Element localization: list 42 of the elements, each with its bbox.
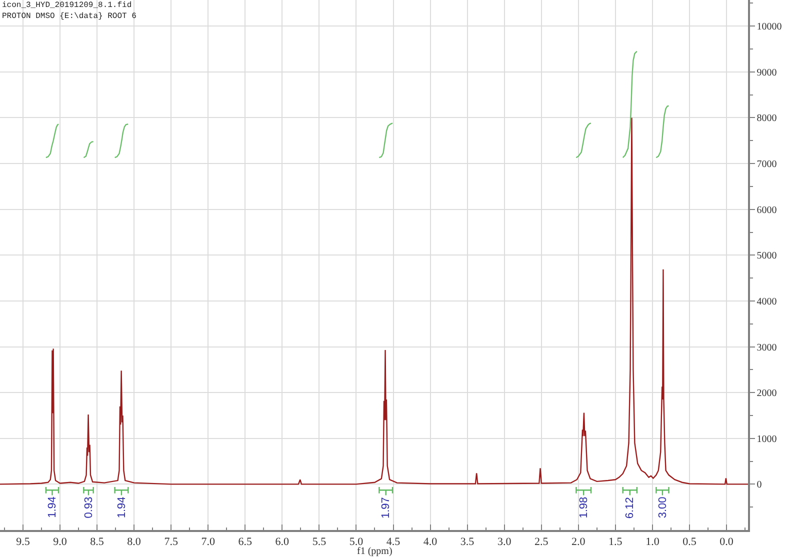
y-tick-label: 3000 xyxy=(756,342,777,354)
x-tick-label: 9.5 xyxy=(16,536,30,548)
x-tick-label: 2.0 xyxy=(572,536,586,548)
x-tick-label: 9.0 xyxy=(53,536,68,548)
x-tick-label: 4.5 xyxy=(386,536,401,548)
x-tick-label: 8.0 xyxy=(127,536,142,548)
x-tick-label: 3.5 xyxy=(460,536,475,548)
annotation: 6.12 xyxy=(624,497,636,519)
x-axis-title: f1 (ppm) xyxy=(357,546,392,557)
y-tick-label: 7000 xyxy=(756,159,777,170)
x-tick-label: 2.5 xyxy=(534,536,549,548)
annotation: 3.00 xyxy=(656,496,669,518)
x-tick-label: 0.5 xyxy=(682,536,697,548)
y-tick-label: 6000 xyxy=(756,204,777,216)
annotation: 1.94 xyxy=(46,496,59,518)
x-tick-label: 1.0 xyxy=(646,536,660,548)
y-tick-label: 8000 xyxy=(756,113,777,124)
annotation: 1.94 xyxy=(116,496,128,518)
x-tick-label: 4.0 xyxy=(423,536,438,548)
chart-title: icon_3_HYD_20191209_8.1.fid xyxy=(2,1,132,10)
x-tick-label: 5.5 xyxy=(312,536,327,548)
y-tick-label: 2000 xyxy=(756,388,777,400)
x-tick-label: 1.5 xyxy=(608,536,623,548)
text: PROTON DMSO {E:\data} ROOT 6 xyxy=(2,12,137,21)
y-tick-label: 10000 xyxy=(756,22,782,33)
annotation: 0.93 xyxy=(82,496,95,518)
x-tick-label: 6.5 xyxy=(238,536,253,548)
y-tick-label: 9000 xyxy=(756,67,777,78)
y-tick-label: 0 xyxy=(756,480,762,491)
y-tick-label: 4000 xyxy=(756,296,777,308)
annotation: 1.98 xyxy=(578,496,590,518)
y-tick-label: 1000 xyxy=(756,434,777,445)
annotation: 1.97 xyxy=(380,497,392,519)
x-tick-label: 3.0 xyxy=(497,536,512,548)
x-tick-label: 6.0 xyxy=(275,536,290,548)
x-tick-label: 7.5 xyxy=(164,536,178,548)
x-tick-label: 0.0 xyxy=(720,536,734,548)
x-tick-label: 7.0 xyxy=(201,536,216,548)
line-series xyxy=(0,117,748,485)
x-tick-label: 8.5 xyxy=(90,536,104,548)
x-tick-label: 5.0 xyxy=(349,536,364,548)
y-tick-label: 5000 xyxy=(756,250,777,262)
